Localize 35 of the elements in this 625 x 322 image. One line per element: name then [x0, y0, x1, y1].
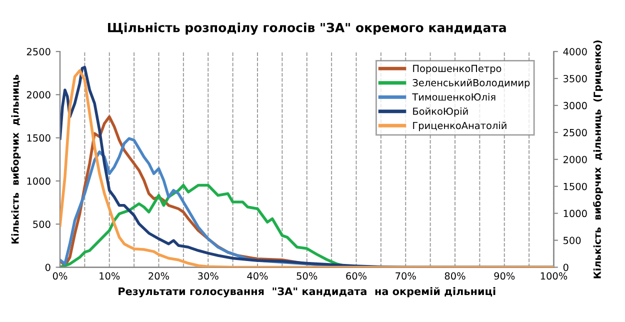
y2-tick-label: 0 — [563, 264, 568, 272]
x-tick-label: 90% — [494, 272, 515, 280]
legend-label: ЗеленськийВолодимир — [412, 78, 530, 88]
x-tick-label: 0% — [52, 272, 68, 280]
y2-axis-title: Кількість виборчих дільниць (Гриценко) — [593, 40, 603, 278]
y-axis-title: Кількість виборчих дільниць — [10, 74, 21, 244]
x-tick-label: 80% — [444, 272, 466, 280]
y2-tick-label: 500 — [564, 236, 581, 244]
y2-tick-label: 1000 — [564, 210, 587, 218]
y-tick-label: 0 — [45, 264, 50, 272]
y2-tick-label: 4000 — [563, 48, 587, 56]
x-tick-label: 100% — [540, 272, 568, 280]
y2-tick-label: 2000 — [563, 156, 587, 164]
y-tick-label: 1000 — [27, 177, 50, 185]
y-tick-label: 500 — [33, 220, 50, 228]
y2-tick-label: 1500 — [564, 182, 587, 190]
y2-tick-label: 3000 — [564, 102, 587, 110]
x-tick-label: 60% — [346, 272, 367, 280]
y2-tick-label: 3500 — [564, 74, 587, 82]
x-axis-title: Результати голосування "ЗА" кандидата на окремій дільниці — [118, 287, 496, 298]
x-tick-label: 70% — [396, 272, 416, 280]
x-tick-label: 30% — [198, 272, 218, 280]
legend-label: ТимошенкоЮлія — [412, 93, 496, 101]
legend-label: ПорошенкоПетро — [413, 64, 502, 74]
x-tick-label: 40% — [247, 272, 268, 280]
legend-label: ГриценкоАнатолій — [413, 122, 506, 132]
x-tick-label: 50% — [296, 272, 318, 280]
x-tick-label: 10% — [100, 272, 120, 280]
x-tick-label: 20% — [148, 272, 170, 280]
y2-tick-label: 2500 — [563, 128, 587, 136]
legend-label: БойкоЮрій — [413, 107, 468, 117]
y-tick-label: 2000 — [26, 91, 50, 98]
chart-title: Щільність розподілу голосів "ЗА" окремого кандидата — [108, 22, 506, 35]
y-tick-label: 1500 — [27, 134, 50, 142]
y-tick-label: 2500 — [26, 48, 50, 56]
